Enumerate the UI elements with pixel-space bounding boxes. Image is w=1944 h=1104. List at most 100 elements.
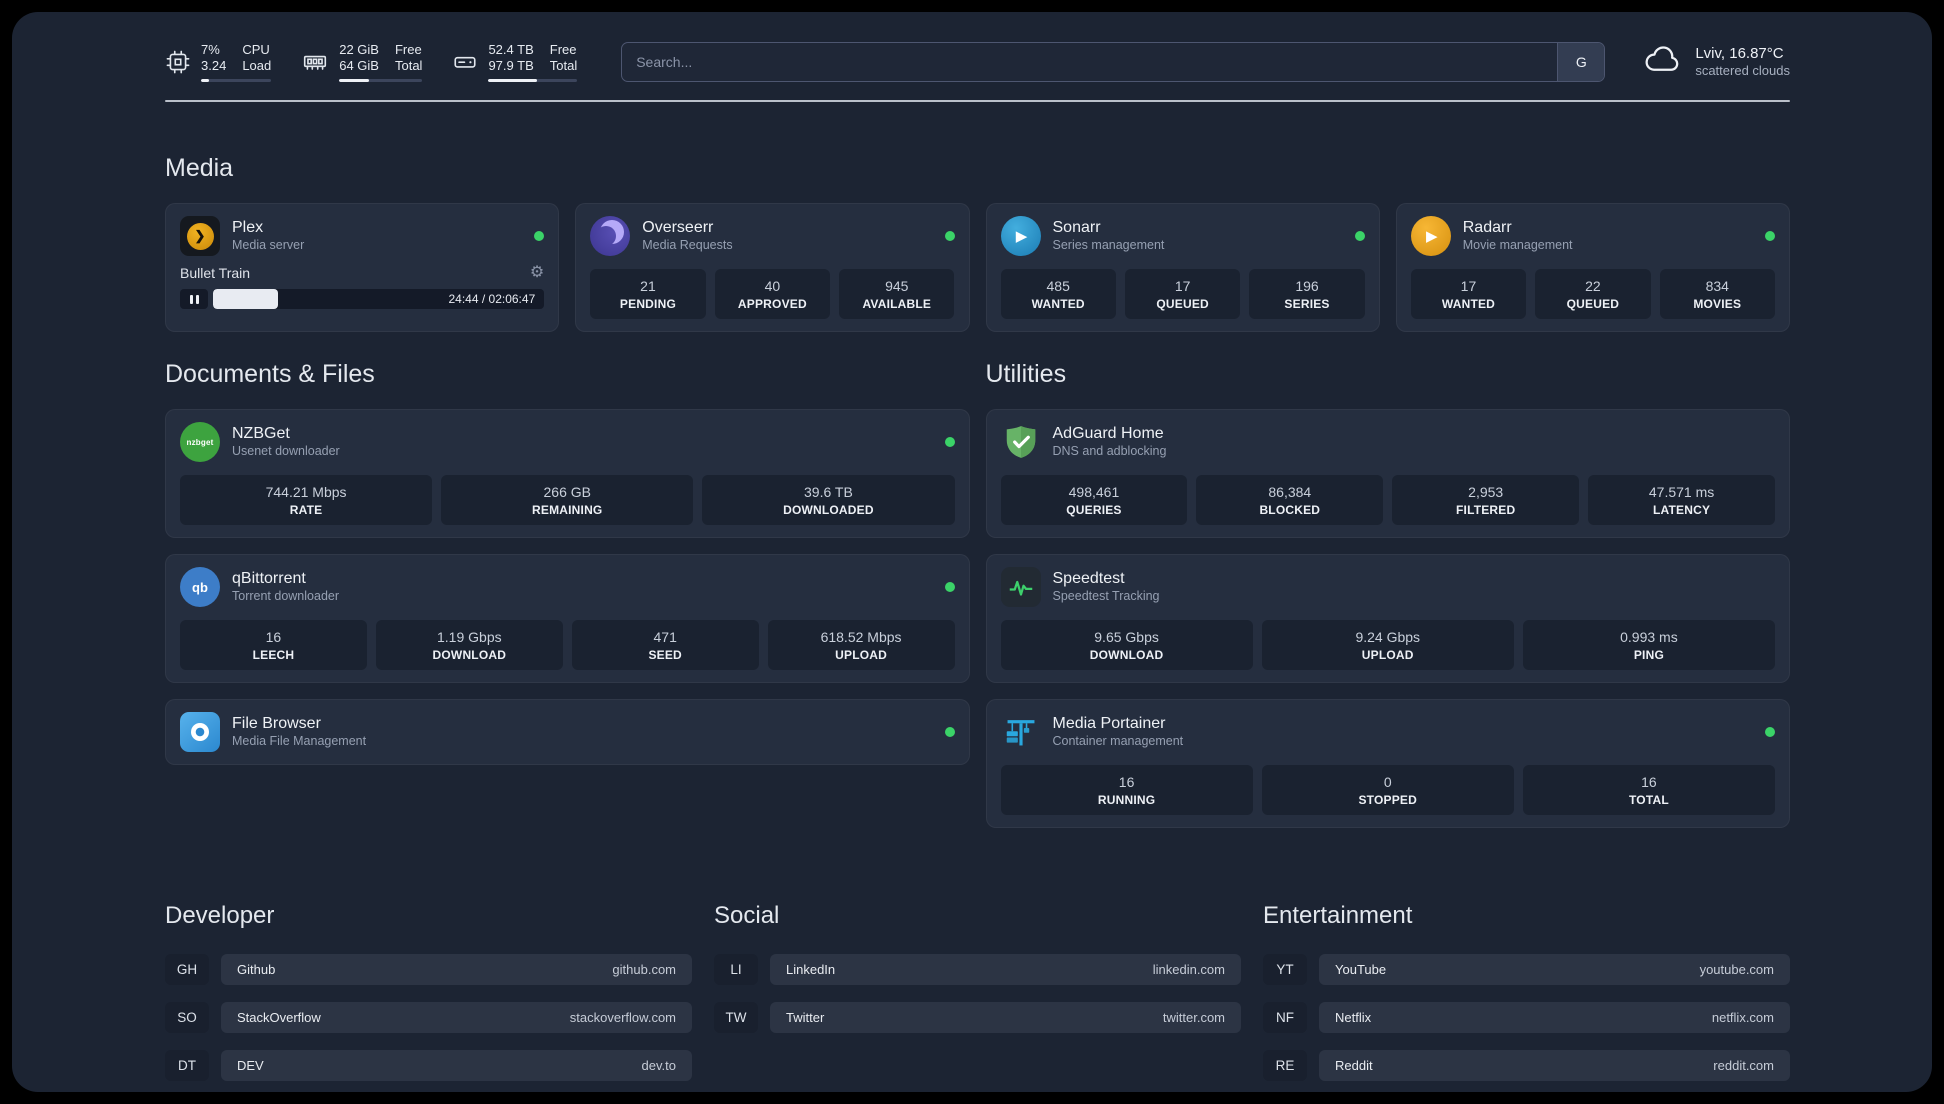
radarr-icon: ▶ xyxy=(1410,216,1451,257)
stat-label: WANTED xyxy=(1031,297,1085,312)
stat-label: UPLOAD xyxy=(1361,648,1414,663)
stat-label: DOWNLOADED xyxy=(783,503,874,518)
bookmark-stackoverflow[interactable]: SO StackOverflow stackoverflow.com xyxy=(165,1002,692,1034)
app-card-radarr[interactable]: ▶ Radarr Movie management 17 WANTED 22 QUE… xyxy=(1395,203,1790,333)
stat-tile: 471 SEED xyxy=(571,620,759,671)
bookmark-youtube[interactable]: YT YouTube youtube.com xyxy=(1263,954,1790,986)
status-dot xyxy=(944,582,955,593)
bookmarks-developer: Developer GH Github github.com SO StackOv… xyxy=(165,902,692,1092)
app-subtitle: Usenet downloader xyxy=(232,444,340,459)
cpu-load-value: 3.24 xyxy=(201,57,227,73)
disk-icon xyxy=(452,49,478,75)
bookmark-dev[interactable]: DT DEV dev.to xyxy=(165,1050,692,1082)
weather-condition: scattered clouds xyxy=(1695,63,1790,79)
app-subtitle: Speedtest Tracking xyxy=(1052,589,1160,604)
stat-label: PENDING xyxy=(619,297,676,312)
cpu-widget: 7% 3.24 CPU Load xyxy=(165,42,272,83)
memory-widget: 22 GiB 64 GiB Free Total xyxy=(301,42,423,83)
stat-label: BLOCKED xyxy=(1259,503,1321,518)
app-subtitle: Movie management xyxy=(1462,238,1573,253)
stat-value: 9.24 Gbps xyxy=(1355,629,1421,646)
stat-value: 47.571 ms xyxy=(1648,484,1715,501)
bookmark-name: DEV xyxy=(237,1058,264,1074)
weather-widget: Lviv, 16.87°C scattered clouds xyxy=(1643,45,1790,80)
stat-label: TOTAL xyxy=(1628,793,1669,808)
search-engine-button[interactable]: G xyxy=(1557,43,1605,82)
app-card-nzbget[interactable]: nzbget NZBGet Usenet downloader 744.21 M… xyxy=(165,409,970,539)
bookmark-abbr: NF xyxy=(1263,1002,1307,1034)
stat-label: SERIES xyxy=(1284,297,1330,312)
memory-free-value: 22 GiB xyxy=(339,42,379,57)
bookmark-github[interactable]: GH Github github.com xyxy=(165,954,692,986)
app-card-filebrowser[interactable]: File Browser Media File Management xyxy=(165,699,970,766)
status-dot xyxy=(944,437,955,448)
disk-free-label: Free xyxy=(549,42,577,57)
stat-value: 2,953 xyxy=(1468,484,1504,501)
stat-tile: 16 RUNNING xyxy=(1000,765,1253,816)
app-title: qBittorrent xyxy=(232,570,306,588)
app-card-overseerr[interactable]: Overseerr Media Requests 21 PENDING 40 APP… xyxy=(575,203,970,333)
stat-value: 17 xyxy=(1460,278,1477,295)
disk-total-label: Total xyxy=(549,57,578,73)
bookmarks-entertainment: Entertainment YT YouTube youtube.com NF N… xyxy=(1263,902,1790,1092)
stat-label: RUNNING xyxy=(1097,793,1156,808)
bookmark-name: Reddit xyxy=(1335,1058,1373,1074)
stat-value: 618.52 Mbps xyxy=(820,629,902,646)
section-title-utilities: Utilities xyxy=(985,360,1067,389)
bookmark-twitter[interactable]: TW Twitter twitter.com xyxy=(714,1002,1241,1034)
stat-value: 39.6 TB xyxy=(804,484,853,501)
stat-value: 834 xyxy=(1705,278,1729,295)
app-card-portainer[interactable]: Media Portainer Container management 16 R… xyxy=(985,699,1790,829)
stat-tile: 21 PENDING xyxy=(590,269,706,320)
stat-value: 86,384 xyxy=(1268,484,1312,501)
bookmark-abbr: RE xyxy=(1263,1050,1307,1082)
stat-label: DOWNLOAD xyxy=(432,648,507,663)
bookmark-name: Twitter xyxy=(786,1010,825,1026)
stat-tile: 9.24 Gbps UPLOAD xyxy=(1261,620,1514,671)
app-card-qbittorrent[interactable]: qb qBittorrent Torrent downloader 16 LEEC… xyxy=(165,554,970,684)
stat-tile: 47.571 ms LATENCY xyxy=(1588,475,1775,526)
nzbget-icon: nzbget xyxy=(180,422,220,463)
search-input[interactable] xyxy=(622,54,1558,71)
bookmark-linkedin[interactable]: LI LinkedIn linkedin.com xyxy=(714,954,1241,986)
stat-value: 0 xyxy=(1383,774,1392,791)
cpu-chip-icon xyxy=(165,49,191,75)
stat-tile: 17 WANTED xyxy=(1410,269,1527,320)
app-card-speedtest[interactable]: Speedtest Speedtest Tracking 9.65 Gbps DO… xyxy=(985,554,1790,684)
playback-progress-bar[interactable]: 24:44 / 02:06:47 xyxy=(213,289,545,310)
stat-tile: 1.19 Gbps DOWNLOAD xyxy=(375,620,563,671)
stat-value: 266 GB xyxy=(543,484,591,501)
section-title-developer: Developer xyxy=(165,902,275,930)
stat-label: LATENCY xyxy=(1652,503,1711,518)
stat-label: QUERIES xyxy=(1066,503,1122,518)
status-dot xyxy=(944,231,955,242)
app-title: Plex xyxy=(232,219,264,237)
section-title-entertainment: Entertainment xyxy=(1263,902,1413,930)
app-card-sonarr[interactable]: ▶ Sonarr Series management 485 WANTED 17 Q… xyxy=(985,203,1380,333)
plex-icon: ❯ xyxy=(180,216,220,257)
search-bar: G xyxy=(621,42,1606,83)
bookmark-netflix[interactable]: NF Netflix netflix.com xyxy=(1263,1002,1790,1034)
stat-tile: 86,384 BLOCKED xyxy=(1196,475,1384,526)
stat-tile: 17 QUEUED xyxy=(1124,269,1241,320)
app-card-plex[interactable]: ❯ Plex Media server Bullet Train ⚙ 24:44… xyxy=(165,203,560,333)
bookmark-reddit[interactable]: RE Reddit reddit.com xyxy=(1263,1050,1790,1082)
bookmark-url: github.com xyxy=(612,962,676,978)
stat-value: 9.65 Gbps xyxy=(1094,629,1159,646)
disk-total-value: 97.9 TB xyxy=(488,57,534,73)
gear-icon[interactable]: ⚙ xyxy=(529,264,545,282)
stat-tile: 9.65 Gbps DOWNLOAD xyxy=(1000,620,1253,671)
memory-total-label: Total xyxy=(394,57,423,73)
bookmark-url: reddit.com xyxy=(1713,1058,1774,1074)
bookmark-name: Netflix xyxy=(1335,1010,1372,1026)
stat-label: DOWNLOAD xyxy=(1089,648,1164,663)
stat-value: 17 xyxy=(1174,278,1191,295)
pause-button[interactable] xyxy=(180,289,208,310)
top-bar: 7% 3.24 CPU Load xyxy=(165,42,1790,83)
stat-tile: 498,461 QUERIES xyxy=(1000,475,1188,526)
app-card-adguard[interactable]: AdGuard Home DNS and adblocking 498,461 Q… xyxy=(985,409,1790,539)
stat-tile: 266 GB REMAINING xyxy=(441,475,694,526)
stat-value: 196 xyxy=(1295,278,1319,295)
bookmarks-social: Social LI LinkedIn linkedin.com TW Twitte… xyxy=(714,902,1241,1050)
section-title-media: Media xyxy=(165,154,234,183)
